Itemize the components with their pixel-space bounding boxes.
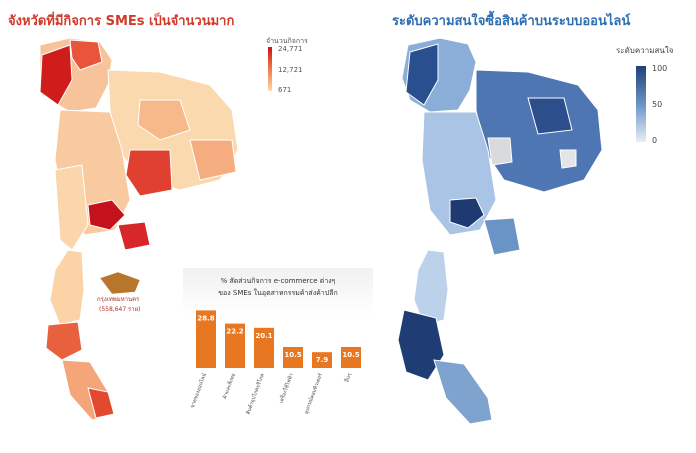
right-legend-title: ระดับความสนใจ (616, 46, 674, 55)
bar-category-label-2: สินค้าอุปโภคบริโภค (244, 372, 265, 415)
ecommerce-inset-chart: % สัดส่วนกิจการ e-commerce ต่างๆ ของ SME… (183, 268, 373, 428)
interest-region-east-gray (559, 149, 577, 169)
bar-value-label-2: 20.1 (255, 332, 272, 340)
left-map-title: จังหวัดที่มีกิจการ SMEs เป็นจำนวนมาก (8, 14, 235, 29)
bar-value-label-3: 10.5 (284, 351, 301, 359)
bar-value-label-0: 28.8 (197, 314, 214, 322)
bar-0 (196, 310, 216, 368)
interest-map-regions (397, 37, 603, 425)
inset-header-line1: % สัดส่วนกิจการ e-commerce ต่างๆ (220, 277, 336, 285)
bar-2 (254, 327, 274, 368)
interest-region-gray (487, 137, 513, 166)
map-region-chiangmai (39, 44, 73, 106)
map-region-surat (45, 321, 83, 361)
map-region-nakhonratchasima (125, 149, 173, 197)
right-map-title: ระดับความสนใจซื้อสินค้าบนระบบออนไลน์ (392, 14, 631, 29)
right-legend-min: 0 (652, 136, 658, 145)
map-region-bangkok (87, 199, 126, 231)
ecommerce-bar-chart: 28.8 ขายของออนไลน์ 22.2 ผ้าและสิ่งทอ 20.1 สิน… (189, 310, 361, 415)
right-legend-max: 100 (652, 64, 668, 73)
interest-region-phuket (397, 309, 445, 381)
bangkok-callout-shape (99, 271, 141, 295)
bar-category-label-1: ผ้าและสิ่งทอ (221, 372, 237, 399)
bar-category-label-0: ขายของออนไลน์ (189, 372, 208, 409)
bar-4 (312, 352, 332, 368)
inset-header-line2: ของ SMEs ในอุตสาหกรรมค้าส่งค้าปลีก (218, 289, 338, 297)
bar-category-label-5: อื่นๆ (343, 372, 353, 383)
bar-value-label-5: 10.5 (342, 351, 359, 359)
interest-region-northeast-dark (527, 97, 573, 135)
left-legend-colorbar (268, 47, 272, 91)
map-region-west (54, 164, 89, 251)
interest-region-bangkok (449, 197, 485, 229)
left-legend-title: จำนวนกิจการ (266, 37, 308, 45)
bar-value-label-1: 22.2 (226, 328, 243, 336)
right-legend-colorbar (636, 66, 646, 142)
bar-category-label-3: เครื่องใช้ไฟฟ้า (278, 372, 295, 404)
interest-region-deep-south (433, 359, 493, 425)
bar-category-label-4: อุปกรณ์คอมพิวเตอร์ (303, 372, 324, 415)
map-region-songkhla (87, 387, 115, 419)
map-region-chonburi (117, 221, 151, 251)
map-region-ubon (189, 139, 237, 181)
map-region-south (49, 249, 85, 326)
left-legend-min: 671 (278, 86, 292, 94)
bangkok-label: กรุงเทพมหานคร (97, 296, 140, 303)
sme-map-regions (39, 37, 239, 421)
bar-5 (341, 347, 361, 368)
interest-region-east (483, 217, 521, 256)
map-region-chiangrai (69, 39, 103, 71)
right-legend-mid: 50 (652, 100, 663, 109)
map-region-khonkaen (137, 99, 191, 141)
bar-value-label-4: 7.9 (316, 356, 329, 364)
bar-1 (225, 323, 245, 368)
bar-3 (283, 347, 303, 368)
interest-region-chiangmai (405, 43, 439, 106)
bangkok-value: (558,647 ราย) (99, 306, 141, 313)
left-legend-max: 24,771 (278, 45, 303, 53)
left-legend-mid: 12,721 (278, 66, 303, 74)
